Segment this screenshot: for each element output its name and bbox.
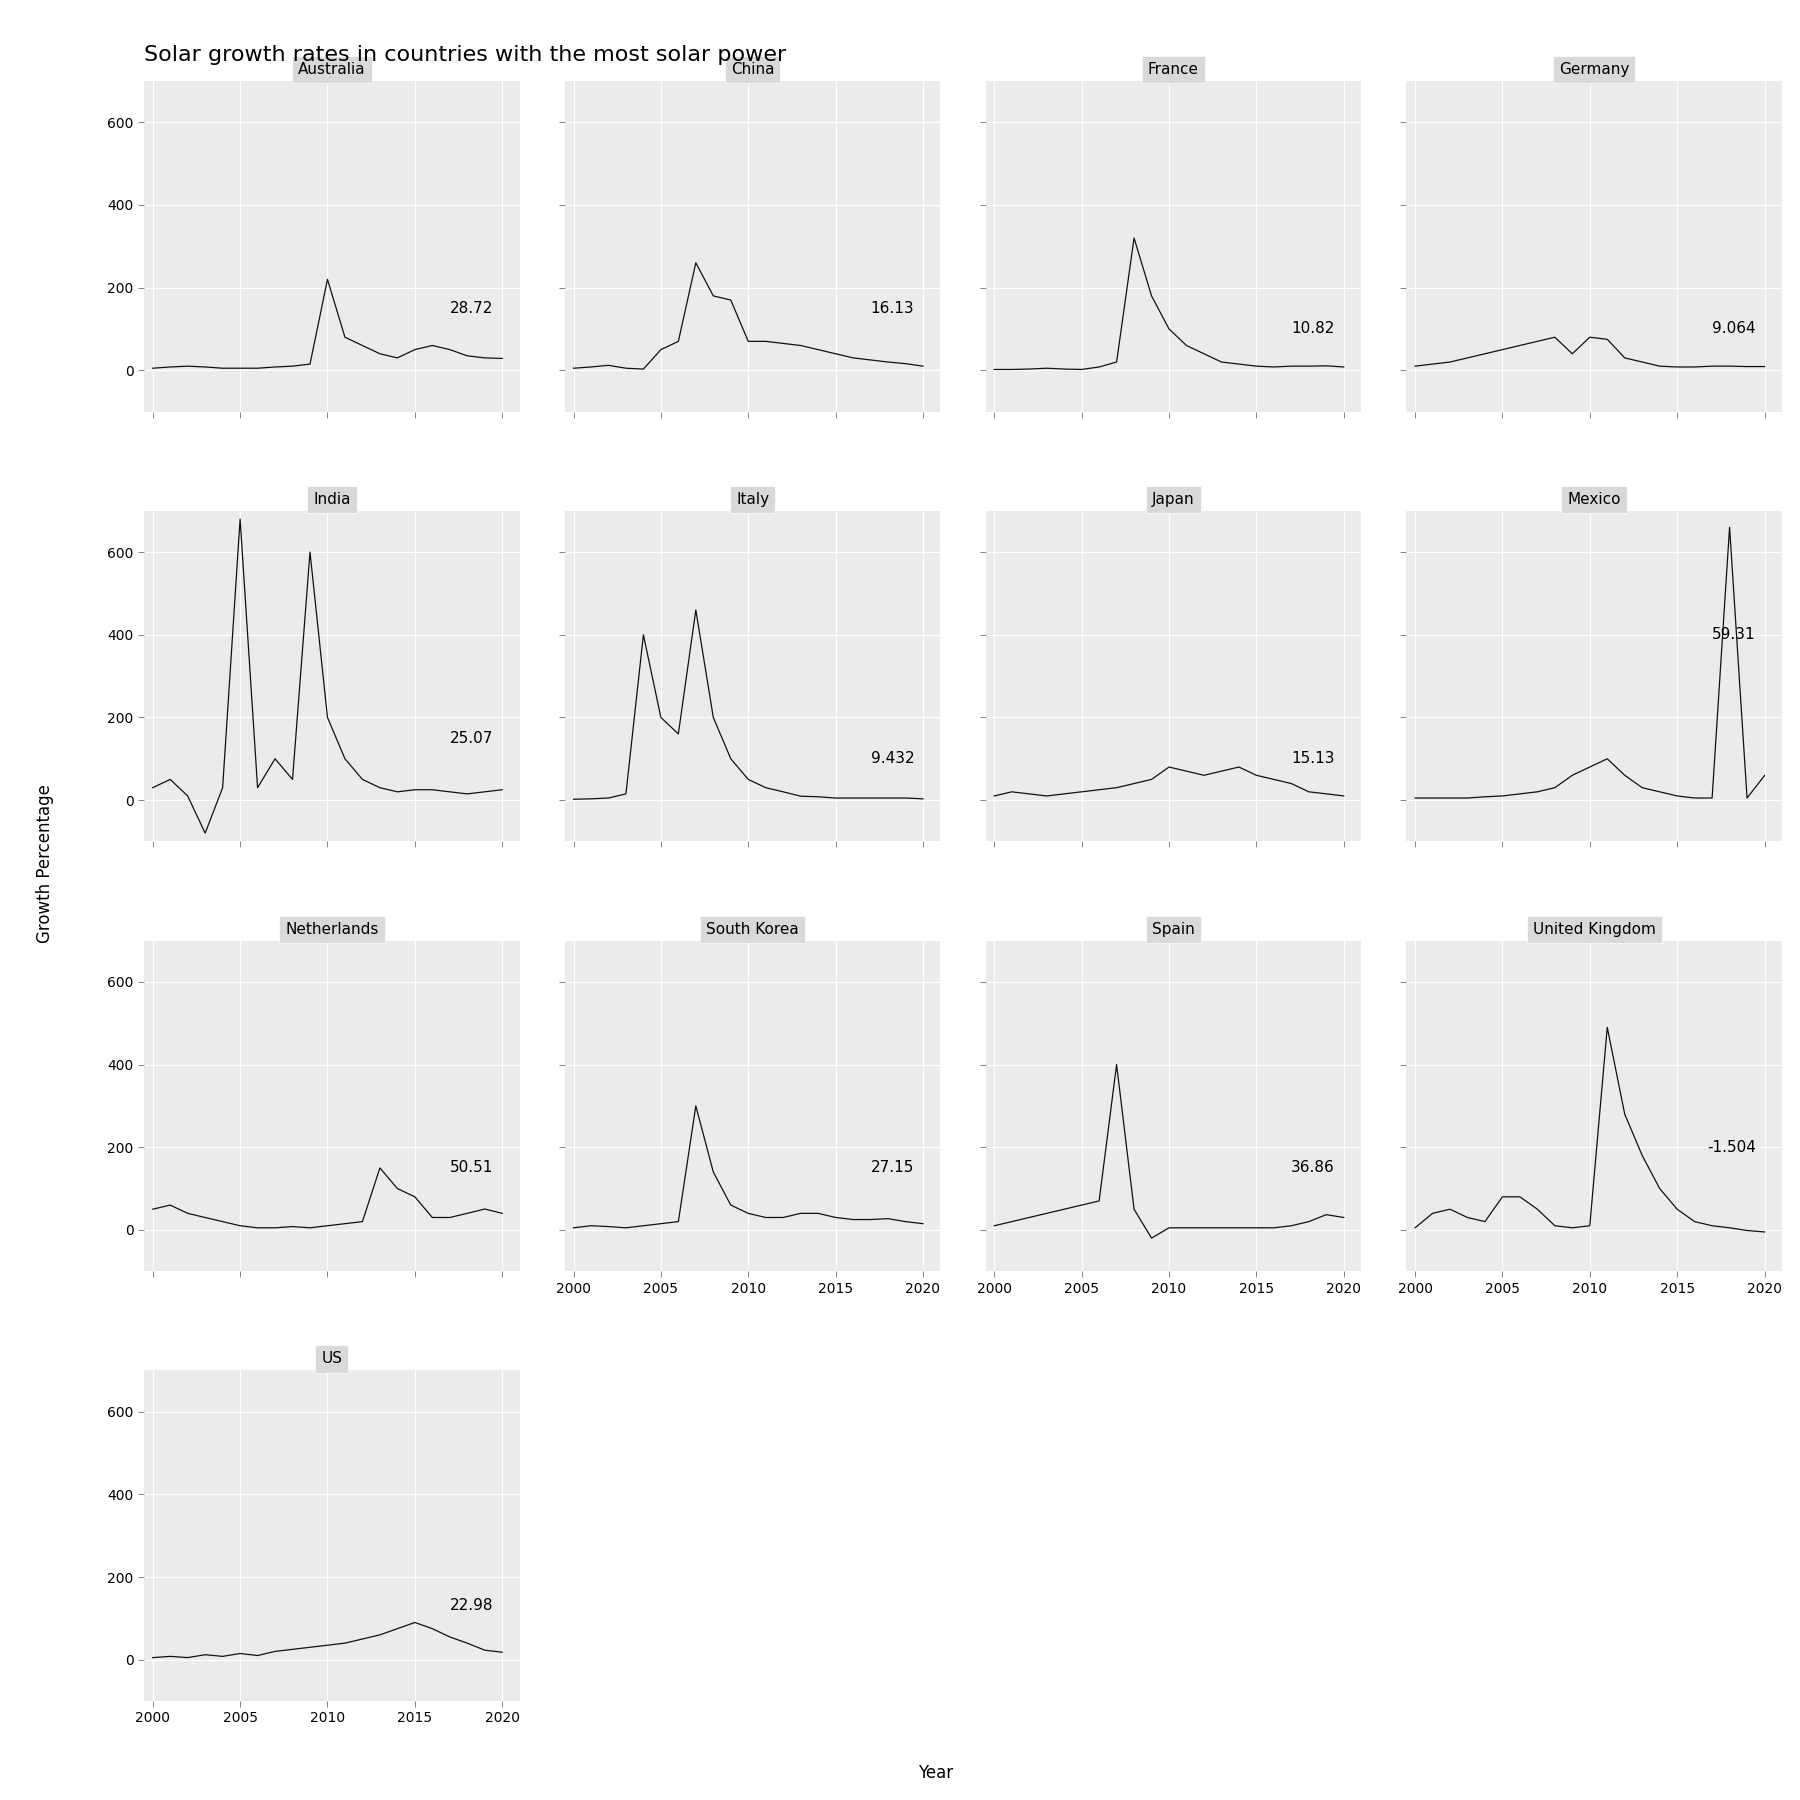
Text: 9.064: 9.064: [1712, 322, 1755, 337]
Title: China: China: [731, 61, 774, 77]
Text: Growth Percentage: Growth Percentage: [36, 785, 54, 943]
Text: Year: Year: [918, 1764, 954, 1782]
Title: United Kingdom: United Kingdom: [1534, 922, 1656, 936]
Text: Solar growth rates in countries with the most solar power: Solar growth rates in countries with the…: [144, 45, 787, 65]
Title: Italy: Italy: [736, 491, 769, 508]
Text: 15.13: 15.13: [1292, 751, 1336, 767]
Text: 28.72: 28.72: [450, 301, 493, 315]
Text: 25.07: 25.07: [450, 731, 493, 745]
Text: 16.13: 16.13: [871, 301, 914, 315]
Title: India: India: [313, 491, 351, 508]
Text: 22.98: 22.98: [450, 1598, 493, 1613]
Title: Mexico: Mexico: [1568, 491, 1622, 508]
Title: Australia: Australia: [299, 61, 365, 77]
Title: France: France: [1148, 61, 1199, 77]
Title: Spain: Spain: [1152, 922, 1195, 936]
Text: 27.15: 27.15: [871, 1161, 914, 1175]
Text: 36.86: 36.86: [1291, 1161, 1336, 1175]
Title: South Korea: South Korea: [706, 922, 799, 936]
Title: Netherlands: Netherlands: [284, 922, 378, 936]
Text: -1.504: -1.504: [1706, 1139, 1755, 1156]
Title: Japan: Japan: [1152, 491, 1195, 508]
Text: 10.82: 10.82: [1292, 322, 1336, 337]
Title: US: US: [322, 1352, 342, 1366]
Text: 50.51: 50.51: [450, 1161, 493, 1175]
Title: Germany: Germany: [1559, 61, 1629, 77]
Text: 9.432: 9.432: [871, 751, 914, 767]
Text: 59.31: 59.31: [1712, 626, 1755, 643]
